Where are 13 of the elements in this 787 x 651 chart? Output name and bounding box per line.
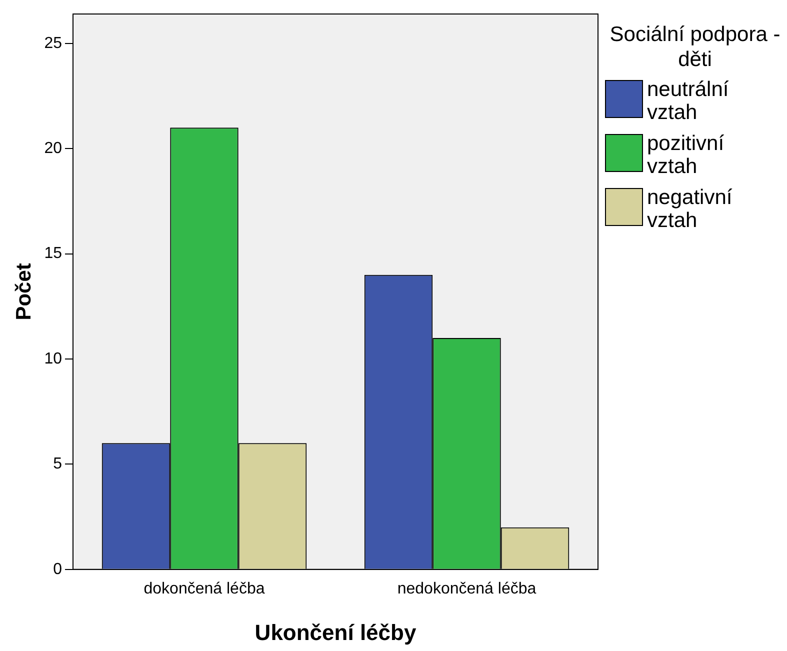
y-tick-label: 5 — [53, 456, 62, 473]
y-axis-title: Počet — [12, 263, 36, 320]
legend-label: pozitivní vztah — [647, 132, 726, 178]
y-tick-label: 0 — [53, 560, 62, 578]
legend-label: negativní vztah — [647, 186, 734, 232]
x-tick-label: dokončená léčba — [144, 580, 265, 598]
y-tick-label: 15 — [44, 245, 62, 262]
legend-label: neutrální vztah — [647, 78, 730, 124]
y-tick-label: 10 — [44, 350, 62, 368]
x-axis-title: Ukončení léčby — [254, 620, 417, 645]
y-tick-label: 20 — [44, 140, 62, 158]
y-tick-label: 25 — [44, 34, 62, 52]
x-tick-label: nedokončená léčba — [397, 580, 536, 598]
